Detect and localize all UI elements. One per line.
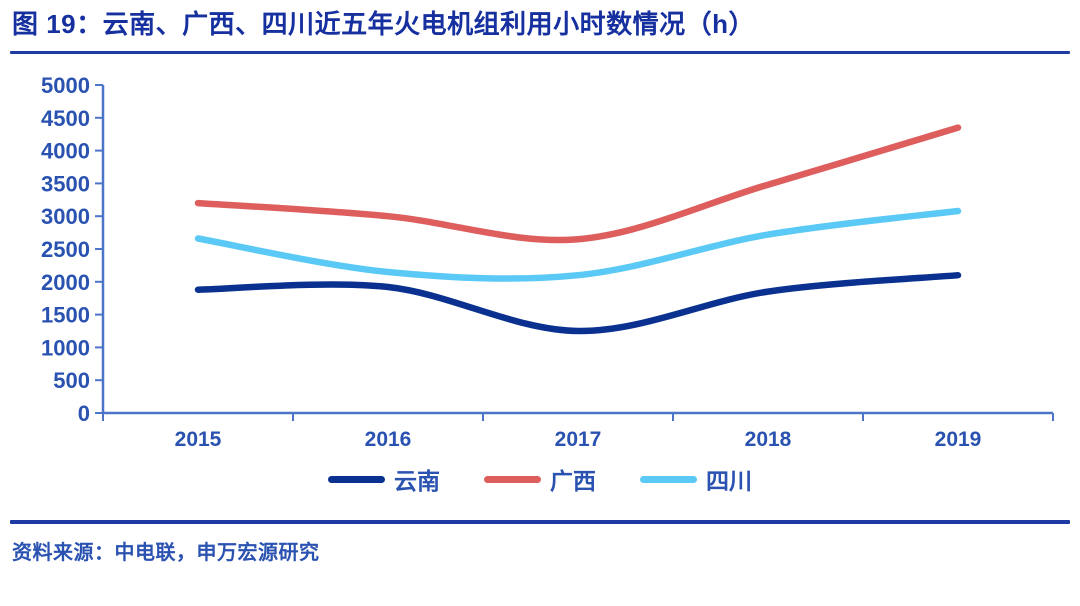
source-note: 资料来源：中电联，申万宏源研究 [12, 542, 320, 565]
y-tick-label: 2500 [41, 237, 90, 262]
legend-item-yunnan: 云南 [328, 462, 440, 496]
legend-label-guangxi: 广西 [550, 468, 596, 495]
y-tick-label: 500 [53, 368, 90, 393]
legend-swatch-sichuan [640, 475, 697, 483]
chart-legend: 云南 广西 四川 [0, 462, 1080, 496]
source-divider [10, 520, 1070, 525]
legend-label-yunnan: 云南 [394, 468, 440, 495]
x-tick-label: 2015 [175, 428, 222, 451]
legend-item-sichuan: 四川 [640, 462, 752, 496]
y-tick-label: 1500 [41, 303, 90, 328]
title-divider [10, 51, 1070, 55]
x-tick-label: 2017 [555, 428, 602, 451]
x-tick-label: 2016 [365, 428, 412, 451]
legend-item-guangxi: 广西 [484, 462, 596, 496]
y-tick-label: 4500 [41, 106, 90, 131]
series-line-yunnan [194, 272, 962, 335]
y-tick-label: 1000 [41, 336, 90, 361]
line-chart: 0 500 1000 1500 2000 2500 3000 3500 4000 4500 5000… [41, 73, 1054, 451]
y-tick-label: 0 [78, 401, 90, 426]
x-tick-label: 2019 [935, 428, 982, 451]
figure-title: 图 19：云南、广西、四川近五年火电机组利用小时数情况（h） [12, 9, 756, 39]
y-tick-label: 4000 [41, 139, 90, 164]
x-tick-label: 2018 [745, 428, 792, 451]
series-line-guangxi [194, 124, 962, 244]
y-tick-label: 3500 [41, 172, 90, 197]
legend-swatch-guangxi [484, 475, 541, 483]
y-tick-label: 3000 [41, 204, 90, 229]
series-line-sichuan [194, 207, 962, 282]
y-tick-label: 5000 [41, 73, 90, 98]
legend-label-sichuan: 四川 [706, 468, 752, 495]
legend-swatch-yunnan [328, 475, 385, 483]
y-tick-label: 2000 [41, 270, 90, 295]
chart-area: 0 500 1000 1500 2000 2500 3000 3500 4000 4500 5000… [0, 54, 1080, 458]
